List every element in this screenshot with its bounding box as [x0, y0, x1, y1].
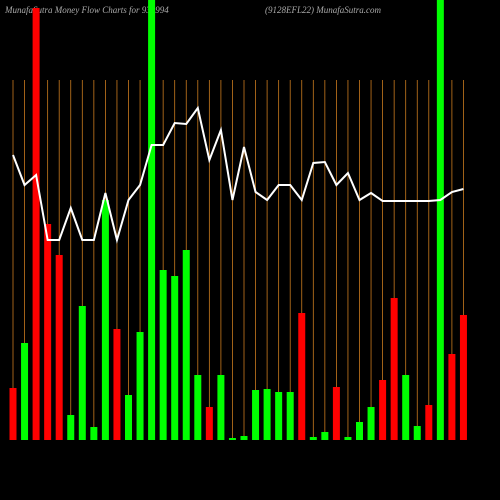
bar: [448, 354, 456, 440]
bar: [367, 407, 375, 440]
bar: [125, 395, 132, 440]
bar: [332, 387, 340, 440]
bar: [436, 0, 444, 440]
bar: [286, 392, 294, 440]
bar: [275, 392, 283, 440]
bar: [252, 390, 260, 440]
bar: [402, 375, 410, 440]
money-flow-line: [12, 105, 464, 244]
bar: [194, 375, 202, 440]
bar: [44, 224, 52, 440]
bar: [425, 405, 433, 440]
bar: [148, 0, 156, 440]
bar: [240, 436, 248, 440]
bar: [217, 375, 225, 440]
bar: [263, 389, 271, 440]
bar: [182, 250, 190, 440]
bar: [413, 426, 421, 440]
bar: [32, 8, 40, 440]
bar: [9, 388, 17, 440]
bar: [67, 415, 75, 440]
bar: [390, 298, 398, 440]
bar: [55, 255, 63, 440]
bar: [205, 407, 213, 440]
bar: [171, 276, 179, 440]
bar: [228, 438, 236, 440]
bar: [459, 315, 467, 440]
bar: [136, 332, 144, 440]
bar: [309, 437, 317, 440]
bar: [90, 427, 98, 440]
bar: [101, 200, 109, 440]
chart-title: MunafaSutra Money Flow Charts for 935994: [4, 5, 169, 15]
chart-subtitle: (9128EFL22) MunafaSutra.com: [265, 5, 381, 15]
bar: [356, 422, 363, 440]
bar: [21, 343, 29, 440]
bar: [159, 270, 167, 440]
bar: [298, 313, 306, 440]
bar: [78, 306, 86, 440]
bar: [379, 380, 387, 440]
bar: [113, 329, 121, 440]
bar: [344, 437, 352, 440]
bar: [321, 432, 329, 440]
